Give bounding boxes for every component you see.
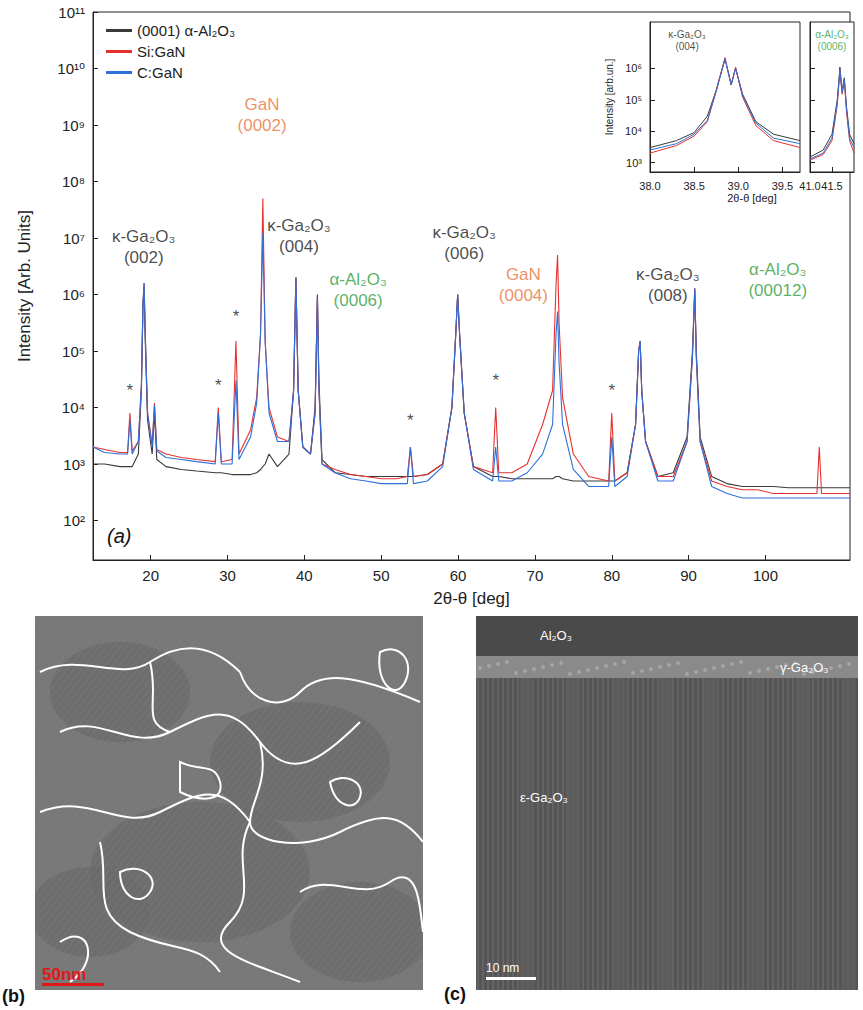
svg-text:*: * [407,411,414,430]
svg-text:10⁸: 10⁸ [62,173,85,190]
svg-text:*: * [127,381,134,400]
svg-text:*: * [492,371,499,390]
svg-text:10 nm: 10 nm [486,961,519,975]
svg-text:α-Al₂O₃: α-Al₂O₃ [815,29,849,40]
svg-text:(002): (002) [124,248,164,267]
svg-text:(006): (006) [444,244,484,263]
svg-text:(a): (a) [107,525,131,547]
svg-text:C:GaN: C:GaN [137,64,183,81]
svg-text:100: 100 [753,567,778,584]
svg-text:(0001) α-Al₂O₃: (0001) α-Al₂O₃ [137,22,235,39]
svg-text:*: * [215,376,222,395]
svg-text:κ-Ga₂O₃: κ-Ga₂O₃ [112,227,176,246]
svg-text:Intensity [Arb. Units]: Intensity [Arb. Units] [15,210,34,362]
svg-text:(0004): (0004) [499,286,548,305]
svg-text:60: 60 [450,567,467,584]
svg-text:10³: 10³ [626,157,642,169]
svg-text:10⁵: 10⁵ [62,343,85,360]
svg-text:(00012): (00012) [748,281,807,300]
svg-text:*: * [233,307,240,326]
svg-text:Al₂O₃: Al₂O₃ [540,628,572,643]
svg-text:ε-Ga₂O₃: ε-Ga₂O₃ [520,790,568,805]
svg-text:2θ-θ [deg]: 2θ-θ [deg] [433,589,510,608]
svg-text:10¹¹: 10¹¹ [58,4,85,21]
svg-text:2θ-θ [deg]: 2θ-θ [deg] [727,192,777,204]
svg-text:90: 90 [680,567,697,584]
svg-text:α-Al₂O₃: α-Al₂O₃ [329,270,386,289]
svg-text:Si:GaN: Si:GaN [137,43,185,60]
svg-text:10⁴: 10⁴ [62,399,85,416]
svg-text:(b): (b) [2,986,25,1006]
svg-text:10⁶: 10⁶ [625,62,642,74]
svg-text:(004): (004) [675,41,698,52]
svg-text:50: 50 [373,567,390,584]
svg-text:10⁷: 10⁷ [63,230,85,247]
svg-text:10⁹: 10⁹ [62,117,85,134]
svg-text:10²: 10² [63,512,85,529]
svg-text:κ-Ga₂O₃: κ-Ga₂O₃ [636,265,700,284]
svg-text:39.5: 39.5 [772,180,793,192]
svg-text:κ-Ga₂O₃: κ-Ga₂O₃ [432,223,496,242]
svg-text:41.5: 41.5 [821,180,842,192]
svg-text:80: 80 [603,567,620,584]
svg-text:(0002): (0002) [238,116,287,135]
svg-text:70: 70 [527,567,544,584]
svg-text:39.0: 39.0 [728,180,749,192]
svg-text:10¹⁰: 10¹⁰ [57,60,85,77]
svg-text:κ-Ga₂O₃: κ-Ga₂O₃ [267,216,331,235]
svg-text:20: 20 [142,567,159,584]
svg-text:50nm: 50nm [42,965,86,984]
svg-text:GaN: GaN [506,265,541,284]
svg-text:*: * [608,381,615,400]
svg-text:38.0: 38.0 [639,180,660,192]
svg-text:Intensity [arb.un.]: Intensity [arb.un.] [604,58,615,135]
svg-text:41.0: 41.0 [799,180,820,192]
svg-text:30: 30 [219,567,236,584]
svg-text:GaN: GaN [245,95,280,114]
svg-text:(c): (c) [444,984,466,1004]
svg-text:(0006): (0006) [818,41,847,52]
svg-text:40: 40 [296,567,313,584]
svg-text:κ-Ga₂O₃: κ-Ga₂O₃ [668,29,705,40]
svg-text:(004): (004) [279,237,319,256]
svg-text:10⁵: 10⁵ [625,94,642,106]
svg-text:10³: 10³ [63,456,85,473]
svg-text:38.5: 38.5 [683,180,704,192]
svg-text:10⁴: 10⁴ [625,125,642,137]
svg-text:α-Al₂O₃: α-Al₂O₃ [749,260,806,279]
svg-text:(0006): (0006) [334,291,383,310]
svg-text:γ-Ga₂O₃: γ-Ga₂O₃ [780,660,829,675]
svg-text:10⁶: 10⁶ [62,286,85,303]
svg-text:(008): (008) [648,286,688,305]
